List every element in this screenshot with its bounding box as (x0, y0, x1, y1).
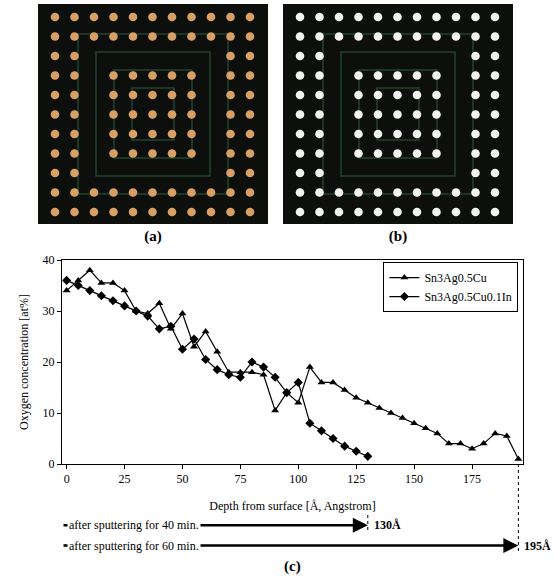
svg-text:50: 50 (176, 472, 188, 486)
svg-text:Depth from surface [Å, Angstro: Depth from surface [Å, Angstrom] (209, 499, 375, 513)
svg-text:Sn3Ag0.5Cu: Sn3Ag0.5Cu (424, 271, 486, 285)
svg-text:Oxygen concentration [at%]: Oxygen concentration [at%] (17, 294, 31, 430)
svg-text:125: 125 (347, 472, 365, 486)
svg-text:0: 0 (64, 472, 70, 486)
svg-text:20: 20 (43, 355, 55, 369)
svg-text:10: 10 (43, 406, 55, 420)
svg-text:100: 100 (289, 472, 307, 486)
svg-text:75: 75 (234, 472, 246, 486)
svg-text:after sputtering for 40 min.: after sputtering for 40 min. (69, 518, 199, 532)
svg-text:195Å: 195Å (524, 539, 551, 553)
svg-text:150: 150 (405, 472, 423, 486)
svg-text:after sputtering for 60 min.: after sputtering for 60 min. (69, 539, 199, 553)
svg-text:25: 25 (119, 472, 131, 486)
svg-text:Sn3Ag0.5Cu0.1In: Sn3Ag0.5Cu0.1In (424, 290, 511, 304)
html-text:(a): (a) (144, 228, 162, 244)
html-text:(b): (b) (388, 228, 408, 244)
svg-text:130Å: 130Å (374, 518, 401, 532)
svg-text:30: 30 (43, 304, 55, 318)
svg-text:40: 40 (43, 253, 55, 267)
svg-text:0: 0 (49, 457, 55, 471)
svg-text:(c): (c) (284, 558, 301, 575)
svg-text:175: 175 (463, 472, 481, 486)
